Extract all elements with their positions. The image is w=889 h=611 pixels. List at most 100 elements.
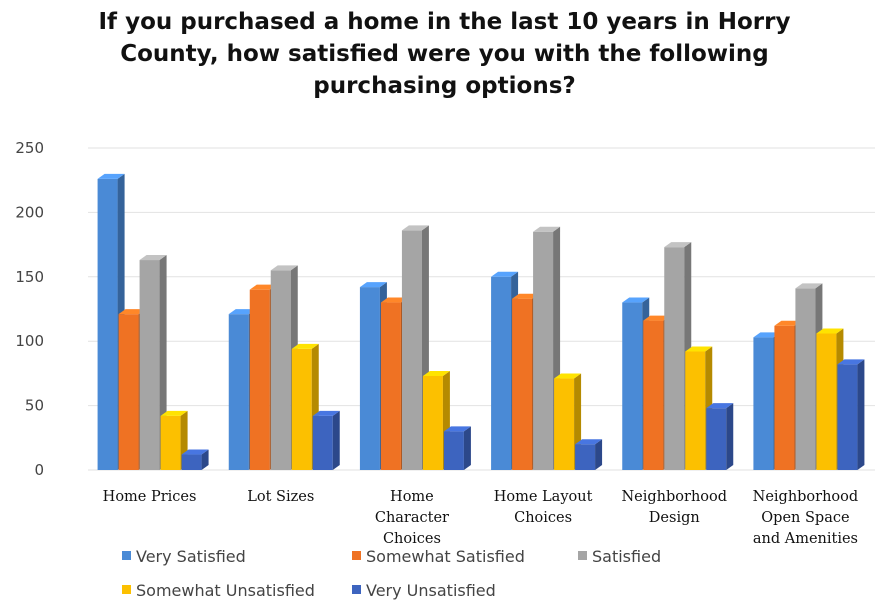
bar-top	[249, 284, 277, 290]
bar-top	[291, 343, 319, 349]
bar-front	[512, 298, 533, 470]
bar-top	[160, 410, 188, 416]
bar-front	[443, 431, 464, 470]
bar-front	[181, 454, 202, 470]
bar	[443, 426, 471, 470]
category-label-line: Open Space	[761, 510, 849, 526]
category-labels: Home Prices Lot Sizes Home Character Choices…	[103, 489, 859, 547]
bar-top	[706, 403, 734, 409]
legend-label: Very Unsatisfied	[366, 581, 496, 600]
bar	[312, 410, 340, 470]
legend-item: Very Satisfied	[122, 547, 246, 566]
bar-top	[97, 173, 125, 179]
bar-top	[622, 297, 650, 303]
category-label: Neighborhood Open Space and Amenities	[753, 489, 859, 547]
y-tick-label: 150	[15, 268, 44, 286]
bar-front	[249, 289, 270, 470]
bar-top	[139, 255, 167, 261]
bar-front	[139, 260, 160, 470]
bar-front	[97, 178, 118, 471]
bar-top	[554, 373, 582, 379]
bar-front	[359, 287, 380, 470]
category-label-line: Design	[649, 510, 700, 526]
bar-front	[491, 276, 512, 470]
legend-swatch	[578, 551, 587, 560]
bar-front	[795, 288, 816, 470]
bar-side	[857, 359, 865, 470]
bar-top	[575, 439, 603, 445]
legend-label: Somewhat Unsatisfied	[136, 581, 315, 600]
category-label: Neighborhood Design	[621, 489, 727, 526]
legend-label: Very Satisfied	[136, 547, 246, 566]
bar-side	[332, 410, 340, 470]
bar-top	[118, 309, 146, 315]
bar-front	[643, 320, 664, 470]
legend-swatch	[352, 551, 361, 560]
category-label-line: and Amenities	[753, 531, 858, 547]
legend-item: Somewhat Satisfied	[352, 547, 525, 566]
category-label-line: Lot Sizes	[247, 489, 314, 505]
y-tick-label: 50	[25, 397, 44, 415]
category-label-line: Neighborhood	[621, 489, 727, 505]
bar-front	[533, 231, 554, 470]
bar-front	[575, 444, 596, 470]
category-label: Lot Sizes	[247, 489, 314, 505]
bar-top	[380, 297, 408, 303]
bar	[181, 449, 209, 470]
bar	[575, 439, 603, 470]
bar-top	[816, 328, 844, 334]
y-tick-label: 200	[15, 203, 44, 221]
bar-front	[816, 333, 837, 470]
bar-top	[533, 226, 561, 232]
category-label: Home Prices	[103, 489, 197, 505]
bars	[97, 173, 865, 471]
legend-item: Somewhat Unsatisfied	[122, 581, 315, 600]
y-tick-label: 100	[15, 332, 44, 350]
category-label-line: Home Prices	[103, 489, 197, 505]
category-label: Home Layout Choices	[494, 489, 593, 526]
legend-swatch	[352, 585, 361, 594]
bar-top	[664, 242, 692, 248]
bar	[706, 403, 734, 470]
bar-top	[774, 320, 802, 326]
category-label-line: Character	[375, 510, 449, 526]
y-tick-label: 250	[15, 139, 44, 157]
bar-top	[312, 410, 340, 416]
bar	[422, 370, 450, 470]
category-label-line: Neighborhood	[753, 489, 859, 505]
bar	[837, 359, 865, 470]
bar-side	[463, 426, 471, 470]
category-label-line: Choices	[383, 531, 441, 547]
y-axis-ticks: 0 50 100 150 200 250	[15, 139, 44, 479]
y-tick-label: 0	[34, 461, 44, 479]
legend-swatch	[122, 585, 131, 594]
bar-front	[837, 364, 858, 470]
bar-top	[685, 346, 713, 352]
bar-top	[795, 283, 823, 289]
legend-item: Very Unsatisfied	[352, 581, 496, 600]
bar-front	[401, 230, 422, 470]
bar-front	[622, 302, 643, 470]
bar-front	[380, 302, 401, 470]
bar-front	[554, 378, 575, 470]
bar-top	[359, 282, 387, 288]
category-label: Home Character Choices	[375, 489, 449, 547]
bar-top	[491, 271, 519, 277]
bar-front	[664, 247, 685, 470]
bar-front	[160, 415, 181, 470]
bar-top	[422, 370, 450, 376]
chart-title: If you purchased a home in the last 10 y…	[98, 9, 791, 99]
bar-front	[685, 351, 706, 470]
category-label-line: Home Layout	[494, 489, 593, 505]
legend-swatch	[122, 551, 131, 560]
bar-side	[595, 439, 603, 470]
legend-item: Satisfied	[578, 547, 661, 566]
bar-top	[753, 332, 781, 338]
bar-front	[706, 408, 727, 470]
category-label-line: Home	[390, 489, 434, 505]
bar-front	[774, 325, 795, 470]
bar-side	[726, 403, 734, 470]
bar-top	[181, 449, 209, 455]
bar-top	[512, 293, 540, 299]
